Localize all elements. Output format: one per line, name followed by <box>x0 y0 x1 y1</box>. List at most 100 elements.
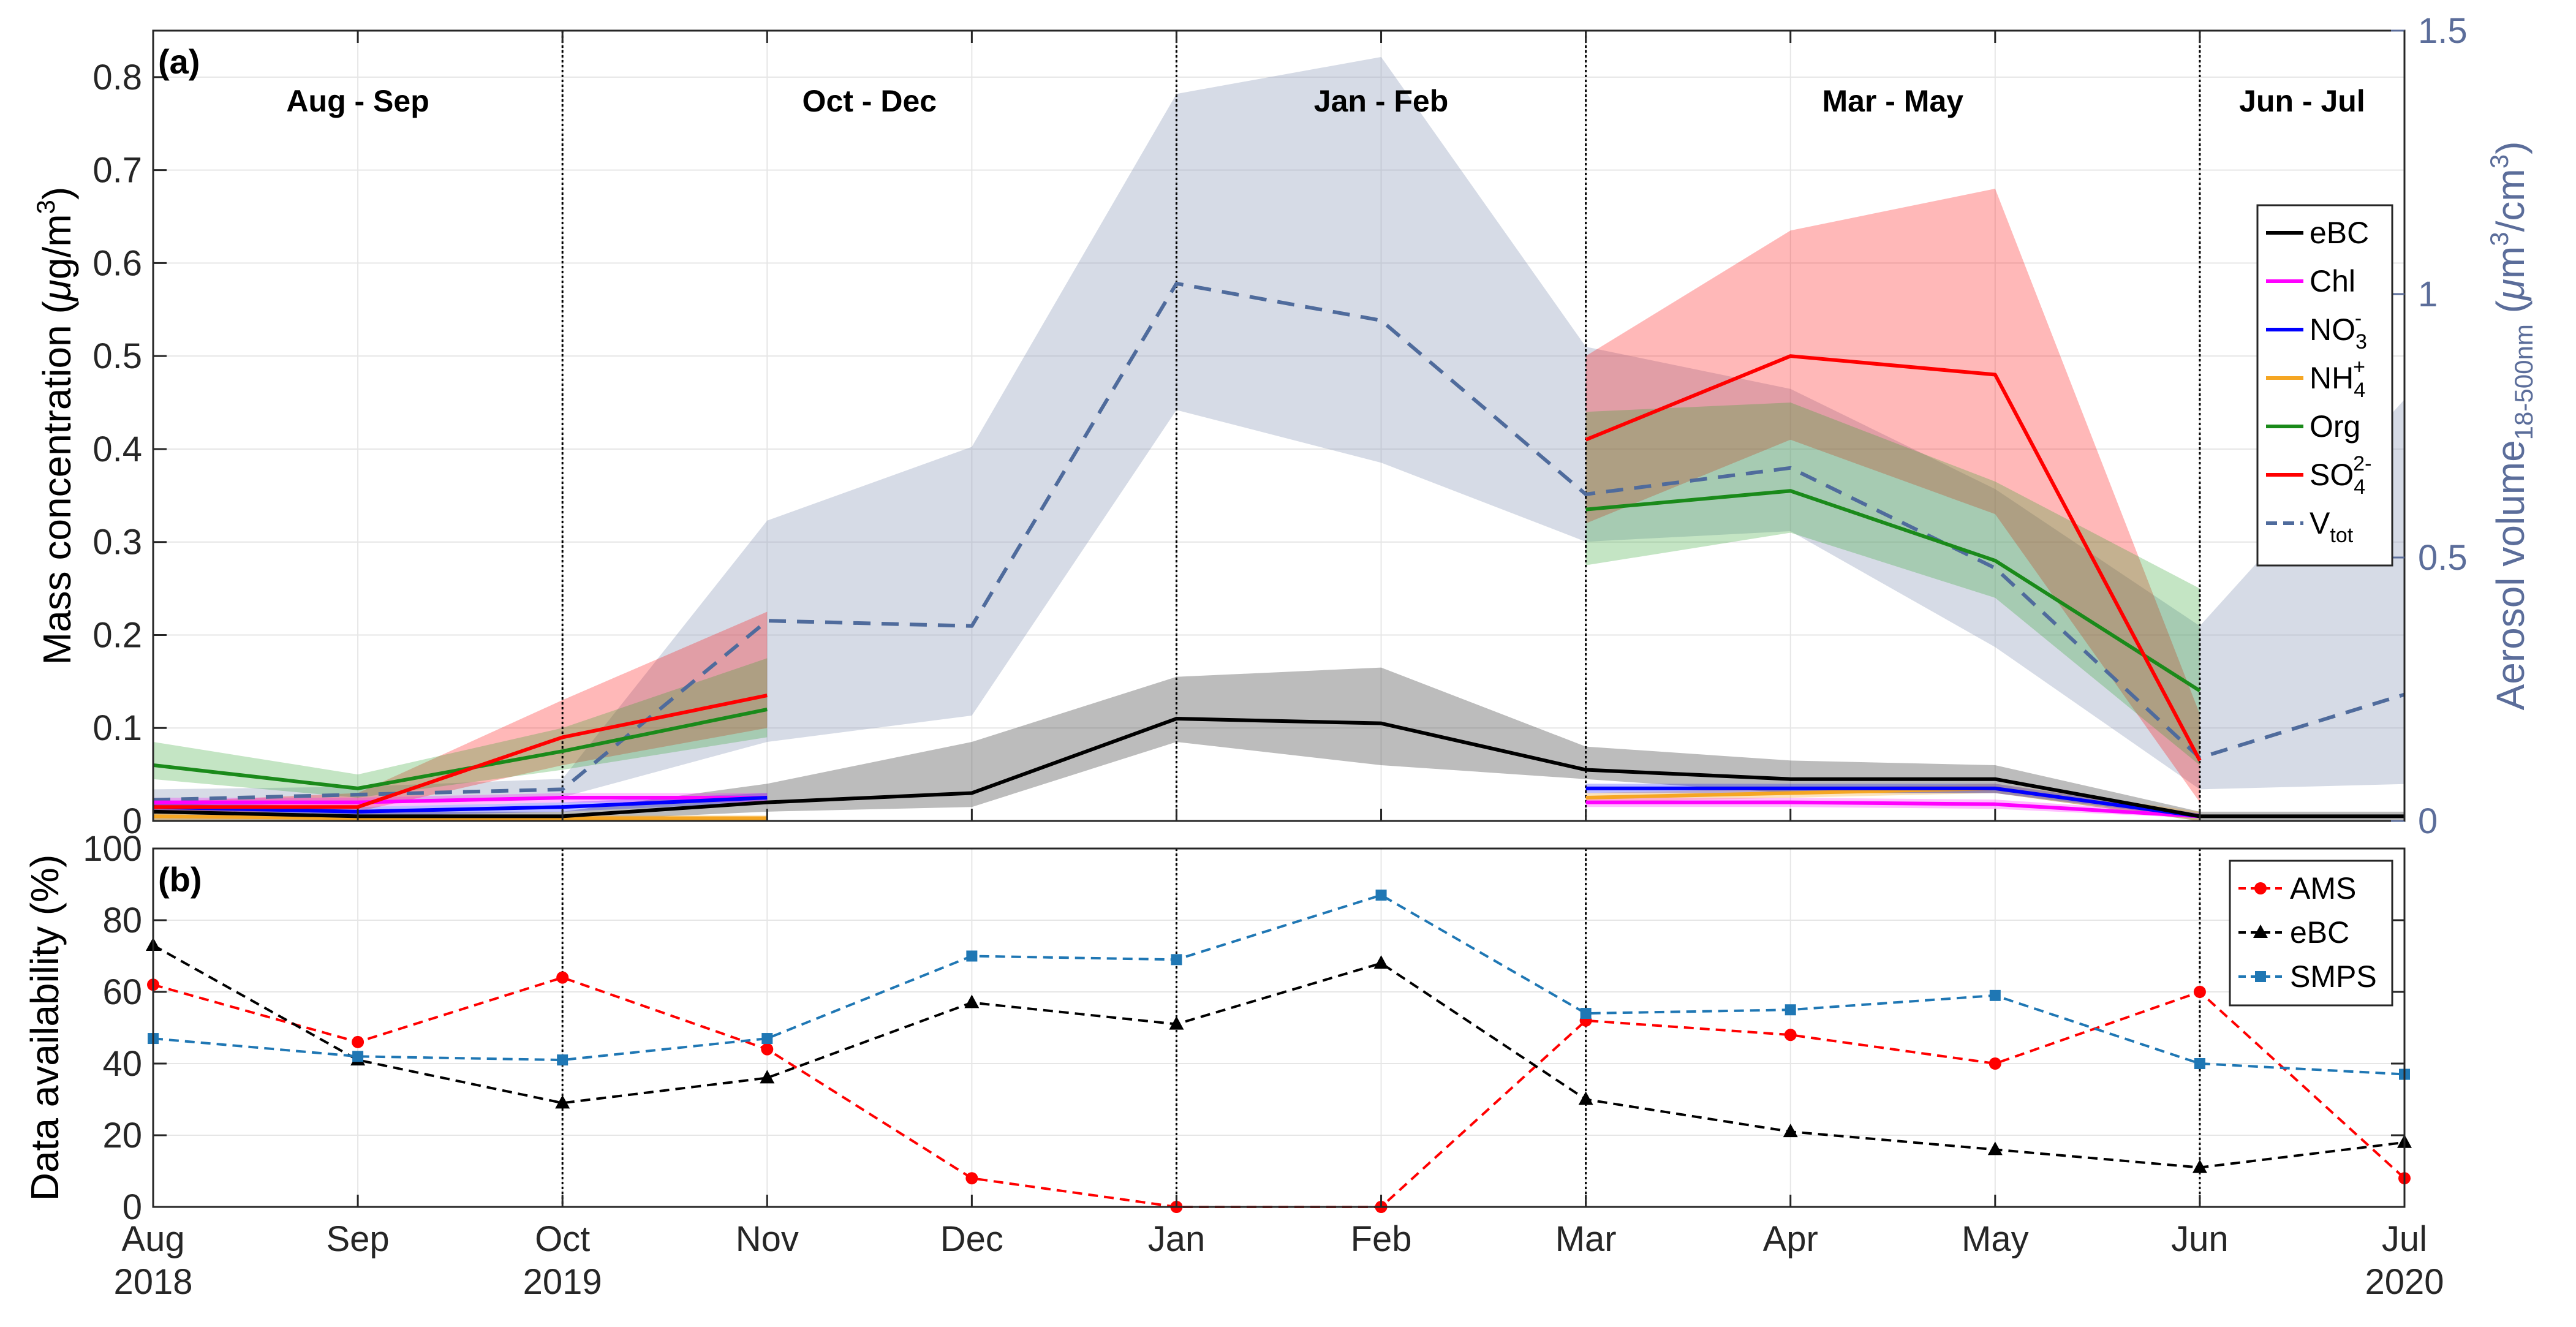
series-line-no3 <box>153 796 768 814</box>
y2-tick-label: 0 <box>2418 801 2438 841</box>
series-line-chl <box>1585 800 2200 819</box>
y-tick-label: 0.1 <box>93 708 142 748</box>
legend-label-ebc: eBC <box>2310 216 2369 250</box>
y-tick-label: 0.3 <box>93 523 142 562</box>
data-point-ebc <box>964 994 980 1008</box>
y-tick-label: 0.7 <box>93 151 142 191</box>
series-line-ebc <box>153 944 2405 1169</box>
y-tick-label: 0 <box>123 801 142 841</box>
panel-a-grid <box>153 31 2405 822</box>
y-tick-label: 0.2 <box>93 615 142 655</box>
data-point-smps <box>352 1051 364 1062</box>
panel-a: 0 0.1 0.2 0.3 0.4 0.5 0.6 0.7 0.8 0 0.5 1 1.5 Aug -… <box>31 11 2538 841</box>
x-tick-label: Jan <box>1148 1219 1206 1259</box>
data-point-ebc <box>1578 1091 1593 1105</box>
band-so42 <box>1585 189 2200 803</box>
season-label-jan-feb: Jan - Feb <box>1314 84 1448 118</box>
series-line-ebc <box>153 717 2404 819</box>
y-tick-label: 0.5 <box>93 336 142 376</box>
x-tick-label: Mar <box>1555 1219 1617 1259</box>
panel-a-series-lines <box>153 281 2405 820</box>
y2-tick-label: 1.5 <box>2418 11 2468 51</box>
panel-b-y-axis-label: Data availability (%) <box>23 855 67 1201</box>
x-tick-year-label: 2020 <box>2365 1262 2444 1302</box>
legend-label-so42: SO42- <box>2310 452 2371 499</box>
x-tick-label: Feb <box>1351 1219 1412 1259</box>
x-tick-year-label: 2018 <box>113 1262 192 1302</box>
legend-label-org: Org <box>2310 409 2360 444</box>
legend-label-nh4: NH4+ <box>2310 355 2365 402</box>
y2-tick-label: 1 <box>2418 274 2438 314</box>
legend-marker-ebc <box>2253 924 2268 938</box>
data-point-ebc <box>2192 1159 2207 1173</box>
y-tick-label: 60 <box>102 972 142 1012</box>
data-point-smps <box>761 1033 773 1045</box>
panel-a-legend: eBC Chl NO3-NH4+ Org SO42- Vtot <box>2256 204 2393 567</box>
data-point-ams <box>1989 1057 2001 1070</box>
panel-a-y-axis-label: Mass concentration (μg/m3) <box>31 187 79 665</box>
band-vtot <box>153 57 2404 808</box>
series-line-smps <box>153 893 2405 1076</box>
data-point-ams <box>965 1172 978 1185</box>
y-tick-label: 40 <box>102 1044 142 1084</box>
y2-tick-label: 0.5 <box>2418 538 2468 578</box>
data-point-ebc <box>760 1070 775 1084</box>
season-label-aug-sep: Aug - Sep <box>286 84 429 118</box>
x-tick-label: May <box>1962 1219 2029 1259</box>
x-tick-label: Jun <box>2171 1219 2229 1259</box>
band-no3 <box>1585 784 2200 819</box>
data-point-smps <box>2194 1058 2205 1069</box>
data-point-ams <box>2193 986 2206 998</box>
x-tick-label: Nov <box>736 1219 799 1259</box>
series-line-org <box>153 707 768 790</box>
data-point-ebc <box>1987 1141 2003 1155</box>
data-point-ebc <box>1373 955 1389 969</box>
series-line-vtot <box>153 281 2405 802</box>
season-label-jun-jul: Jun - Jul <box>2239 84 2365 118</box>
panel-b-frame <box>152 847 2406 1208</box>
y-tick-label: 0.6 <box>93 243 142 283</box>
x-tick-label: Jul <box>2382 1219 2427 1259</box>
band-org <box>1585 403 2200 765</box>
data-point-smps <box>1989 989 2001 1001</box>
data-point-ebc <box>1783 1124 1798 1138</box>
x-tick-year-label: 2019 <box>523 1262 602 1302</box>
series-line-no3 <box>1585 786 2200 819</box>
legend-label-ams: AMS <box>2290 871 2356 905</box>
panel-a-x-ticks <box>152 31 2406 821</box>
panel-a-frame <box>152 29 2406 822</box>
data-point-smps <box>1785 1004 1796 1016</box>
data-point-ams <box>556 971 569 984</box>
legend-box <box>2256 204 2393 567</box>
y-tick-label: 100 <box>83 829 142 869</box>
panel-b-y-ticks: 0 20 40 60 80 100 <box>83 829 2404 1227</box>
data-point-smps <box>966 950 978 962</box>
season-labels: Aug - Sep Oct - Dec Jan - Feb Mar - May Jun … <box>286 84 2365 118</box>
legend-label-vtot: Vtot <box>2310 506 2354 547</box>
data-point-smps <box>1375 890 1387 901</box>
series-line-org <box>1585 489 2201 693</box>
series-line-ams <box>153 976 2406 1208</box>
y-tick-label: 20 <box>102 1116 142 1155</box>
y-tick-label: 0.8 <box>93 58 142 97</box>
data-point-smps <box>1580 1008 1592 1019</box>
series-line-so42 <box>153 694 768 809</box>
band-ebc <box>153 667 2404 821</box>
panel-b-separators <box>561 849 2201 1207</box>
season-label-mar-may: Mar - May <box>1822 84 1963 118</box>
data-point-smps <box>557 1054 568 1066</box>
data-point-ebc <box>1169 1016 1184 1030</box>
data-point-ams <box>761 1043 774 1056</box>
panel-a-y2-axis-label: Aerosol volume18-500nm (μm3/cm3) <box>2485 142 2538 711</box>
panel-a-y-ticks: 0 0.1 0.2 0.3 0.4 0.5 0.6 0.7 0.8 <box>93 58 167 841</box>
data-point-ams <box>1784 1029 1797 1042</box>
panel-b-legend: AMS eBC SMPS <box>2229 860 2393 1007</box>
data-point-smps <box>1171 954 1182 966</box>
x-tick-label: Sep <box>326 1219 389 1259</box>
panel-a-y2-ticks: 0 0.5 1 1.5 <box>2391 11 2468 841</box>
x-tick-label: Aug <box>121 1219 184 1259</box>
series-line-so42 <box>1585 354 2202 762</box>
panel-b-grid <box>153 848 2405 1208</box>
